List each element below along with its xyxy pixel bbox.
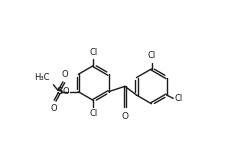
Text: Cl: Cl [89, 48, 97, 57]
Text: O: O [61, 70, 68, 79]
Text: O: O [50, 104, 57, 113]
Text: Cl: Cl [89, 109, 97, 118]
Text: O: O [122, 112, 128, 121]
Text: H₃C: H₃C [35, 73, 50, 82]
Text: Cl: Cl [174, 94, 182, 103]
Text: S: S [56, 87, 63, 96]
Text: Cl: Cl [147, 51, 156, 60]
Text: O: O [63, 87, 69, 96]
